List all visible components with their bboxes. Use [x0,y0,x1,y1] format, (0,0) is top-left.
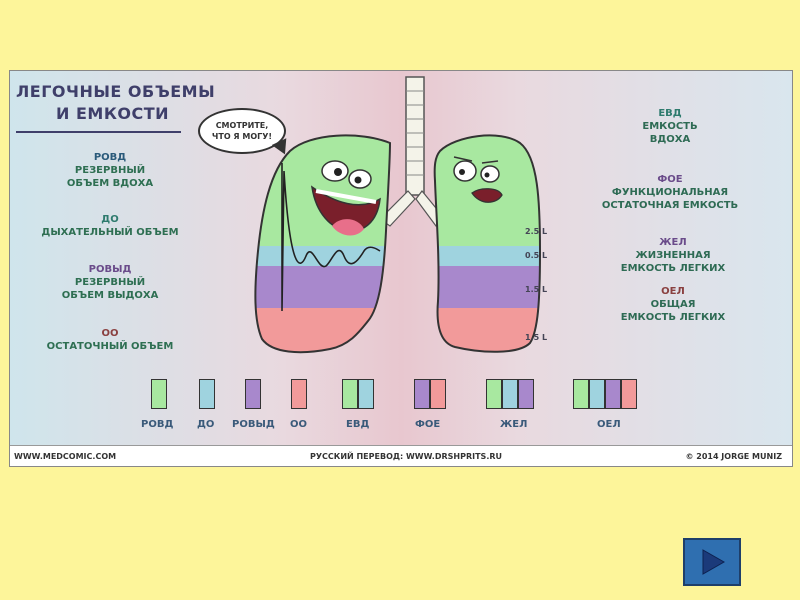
bubble-line-2: ЧТО Я МОГУ! [211,132,273,141]
swatch-blue [589,379,605,409]
legend-rovyd-text2: ОБЪЕМ ВЫДОХА [61,290,159,301]
bubble-line-1: СМОТРИТЕ, [215,121,269,130]
legend-rovd-text2: ОБЪЕМ ВДОХА [66,178,154,189]
swatch-green [573,379,589,409]
legend-rovd: РОВД РЕЗЕРВНЫЙ ОБЪЕМ ВДОХА [50,151,170,190]
swatch-label-rovyd: РОВЫД [232,419,275,430]
speech-bubble: СМОТРИТЕ, ЧТО Я МОГУ! [198,108,286,154]
band-red-left [255,308,390,353]
volume-label-tv: 0.5 L [525,251,548,260]
legend-zhel-abbr: ЖЕЛ [659,237,687,248]
next-slide-button[interactable] [683,538,741,586]
legend-do: ДО ДЫХАТЕЛЬНЫЙ ОБЪЕМ [30,213,190,239]
swatch-label-zhel: ЖЕЛ [500,419,528,430]
legend-evd-text1: ЕМКОСТЬ [642,121,698,132]
legend-oo: ОО ОСТАТОЧНЫЙ ОБЪЕМ [30,327,190,353]
legend-oo-abbr: ОО [101,328,119,339]
play-arrow-icon [702,549,726,575]
legend-oel-text2: ЕМКОСТЬ ЛЕГКИХ [620,312,726,323]
legend-foe-text2: ОСТАТОЧНАЯ ЕМКОСТЬ [601,200,739,211]
lungs-illustration [254,76,542,354]
swatch-oel [573,379,637,409]
spirogram-line [281,163,381,312]
swatch-oo [291,379,309,409]
left-lung-bands [255,135,390,353]
legend-evd-abbr: ЕВД [658,108,682,119]
legend-rovyd-abbr: РОВЫД [88,264,132,275]
legend-oel-abbr: ОЕЛ [661,286,685,297]
legend-rovyd-text1: РЕЗЕРВНЫЙ [74,277,146,288]
right-lung-outline [433,134,542,353]
swatch-violet [245,379,261,409]
swatch-zhel [486,379,534,409]
band-violet-right [434,266,540,308]
footer-translation: РУССКИЙ ПЕРЕВОД: WWW.DRSHPRITS.RU [310,452,503,461]
volume-label-erv: 1.5 L [525,285,548,294]
swatch-green [151,379,167,409]
legend-rovd-text1: РЕЗЕРВНЫЙ [74,165,146,176]
legend-rovyd: РОВЫД РЕЗЕРВНЫЙ ОБЪЕМ ВЫДОХА [50,263,170,302]
swatch-red [621,379,637,409]
legend-oel-text1: ОБЩАЯ [650,299,696,310]
swatch-red [430,379,446,409]
legend-foe-text1: ФУНКЦИОНАЛЬНАЯ [611,187,729,198]
happy-face [311,160,381,236]
band-green-left [255,135,390,246]
volume-label-rv: 1.5 L [525,333,548,342]
left-lung-outline [254,134,392,354]
swatch-label-rovd: РОВД [141,419,174,430]
footer-copyright: © 2014 JORGE MUNIZ [685,452,782,461]
trachea [405,76,425,196]
comic-title: ЛЕГОЧНЫЕ ОБЪЕМЫ И ЕМКОСТИ [16,81,215,125]
swatch-violet [605,379,621,409]
left-bronchus [379,190,416,227]
swatch-label-oo: ОО [290,419,308,430]
swatch-violet [518,379,534,409]
legend-evd-text2: ВДОХА [649,134,691,145]
swatch-green [342,379,358,409]
legend-zhel: ЖЕЛ ЖИЗНЕННАЯ ЕМКОСТЬ ЛЕГКИХ [608,236,738,275]
swatch-blue [502,379,518,409]
swatch-rovyd [245,379,263,409]
legend-zhel-text2: ЕМКОСТЬ ЛЕГКИХ [620,263,726,274]
legend-zhel-text1: ЖИЗНЕННАЯ [635,250,711,261]
swatch-blue [199,379,215,409]
legend-oo-text1: ОСТАТОЧНЫЙ ОБЪЕМ [46,341,174,352]
swatch-label-oel: ОЕЛ [597,419,621,430]
band-violet-left [255,266,390,308]
footer-site: WWW.MEDCOMIC.COM [14,452,117,461]
band-blue-right [434,246,540,266]
worried-face [453,156,503,203]
title-line-2: И ЕМКОСТИ [56,104,170,123]
legend-do-text1: ДЫХАТЕЛЬНЫЙ ОБЪЕМ [41,227,179,238]
swatch-label-evd: ЕВД [346,419,370,430]
band-red-right [434,308,540,352]
swatch-green [486,379,502,409]
title-line-1: ЛЕГОЧНЫЕ ОБЪЕМЫ [16,82,216,101]
legend-oel: ОЕЛ ОБЩАЯ ЕМКОСТЬ ЛЕГКИХ [608,285,738,324]
swatch-red [291,379,307,409]
title-underline [16,131,181,133]
swatch-label-foe: ФОЕ [415,419,441,430]
legend-foe: ФОЕ ФУНКЦИОНАЛЬНАЯ ОСТАТОЧНАЯ ЕМКОСТЬ [590,173,750,212]
comic-footer: WWW.MEDCOMIC.COM РУССКИЙ ПЕРЕВОД: WWW.DR… [10,445,792,466]
swatch-foe [414,379,446,409]
swatch-rovd [151,379,169,409]
swatch-do [199,379,217,409]
legend-foe-abbr: ФОЕ [657,174,683,185]
volume-label-irv: 2.5 L [525,227,548,236]
swatch-label-do: ДО [197,419,215,430]
swatch-evd [342,379,374,409]
swatch-blue [358,379,374,409]
legend-do-abbr: ДО [101,214,119,225]
swatch-violet [414,379,430,409]
legend-rovd-abbr: РОВД [93,152,127,163]
lung-volumes-comic: ЛЕГОЧНЫЕ ОБЪЕМЫ И ЕМКОСТИ РОВД РЕЗЕРВНЫЙ… [9,70,793,467]
trachea-rings [406,90,424,176]
legend-evd: ЕВД ЕМКОСТЬ ВДОХА [620,107,720,146]
